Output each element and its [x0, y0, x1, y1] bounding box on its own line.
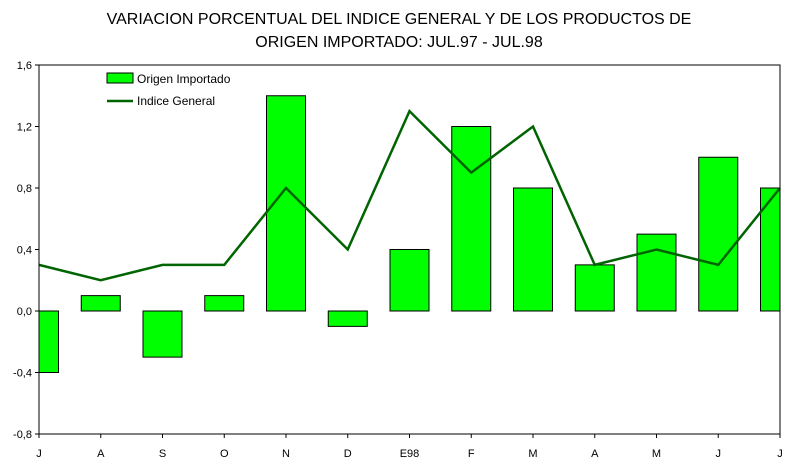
y-tick-label-4: 0,8 — [17, 183, 32, 195]
legend-label-indice-general: Indice General — [137, 94, 215, 108]
legend: Origen Importado Indice General — [106, 72, 231, 108]
legend-label-origen-importado: Origen Importado — [137, 72, 231, 86]
x-tick-label-4: N — [282, 448, 290, 460]
bar-8 — [513, 187, 553, 312]
x-tick-label-6: E98 — [400, 448, 420, 460]
x-tick-label-12: J — [777, 448, 783, 460]
y-tick-label-2: 0,0 — [17, 306, 32, 318]
y-tick-label-5: 1,2 — [17, 122, 32, 134]
bar-11 — [698, 156, 739, 312]
bar-1 — [80, 295, 121, 312]
bar-10 — [636, 233, 677, 312]
x-tick-label-8: M — [528, 448, 537, 460]
x-tick-label-11: J — [716, 448, 722, 460]
bar-7 — [451, 126, 492, 312]
legend-swatch-origen-importado — [106, 72, 134, 84]
x-tick-label-9: A — [591, 448, 599, 460]
bar-2 — [142, 310, 183, 358]
bar-6 — [389, 249, 430, 312]
chart-title-line-2: ORIGEN IMPORTADO: JUL.97 - JUL.98 — [255, 34, 543, 51]
x-tick-label-2: S — [159, 448, 166, 460]
x-tick-label-3: O — [220, 448, 229, 460]
bar-3 — [204, 295, 245, 312]
line-layer — [38, 108, 781, 282]
x-tick-label-5: D — [344, 448, 352, 460]
chart-title: VARIACION PORCENTUAL DEL INDICE GENERAL … — [0, 8, 798, 54]
bar-9 — [574, 264, 615, 312]
x-tick-label-10: M — [652, 448, 661, 460]
bar-5 — [327, 310, 368, 327]
bars-layer — [38, 95, 781, 373]
x-tick-label-0: J — [36, 448, 42, 460]
axes-layer: -0,8 -0,4 0,0 0,4 0,8 1,2 1,6 J A S O N D E98 F M A M J J — [13, 60, 783, 460]
y-tick-label-1: -0,4 — [13, 368, 32, 380]
y-tick-label-6: 1,6 — [17, 60, 32, 72]
bar-0 — [38, 310, 59, 373]
x-tick-label-7: F — [468, 448, 475, 460]
x-tick-label-1: A — [97, 448, 105, 460]
y-tick-label-3: 0,4 — [17, 245, 32, 257]
y-tick-label-0: -0,8 — [13, 429, 32, 441]
chart-title-line-1: VARIACION PORCENTUAL DEL INDICE GENERAL … — [106, 11, 692, 28]
bar-12 — [760, 187, 781, 312]
